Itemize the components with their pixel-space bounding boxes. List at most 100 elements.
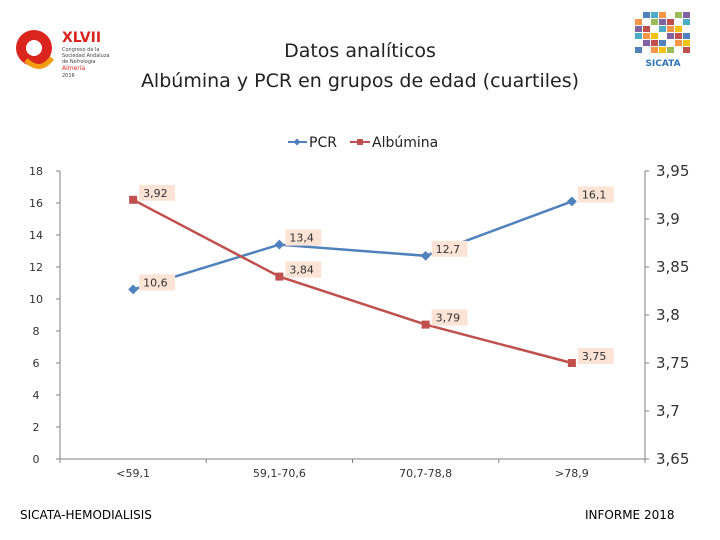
- pcr-data-label-bg: [577, 186, 614, 203]
- albumina-data-label-bg: [139, 184, 176, 201]
- left-axis-tick-label: 2: [33, 421, 40, 434]
- right-axis-tick-label: 3,65: [656, 450, 689, 468]
- congress-logo-line2: Sociedad Andaluza: [62, 53, 110, 59]
- sicata-mosaic-square: [635, 33, 642, 39]
- left-axis-tick-label: 10: [29, 293, 43, 306]
- sicata-mosaic-square: [667, 19, 674, 25]
- albumina-data-label-bg: [577, 348, 614, 364]
- sicata-mosaic-square: [643, 40, 650, 46]
- sicata-mosaic-square: [643, 12, 650, 18]
- pcr-data-label-bg: [285, 229, 322, 246]
- sicata-mosaic-square: [675, 33, 682, 39]
- sicata-mosaic-square: [683, 12, 690, 18]
- footer-left-text: SICATA-HEMODIALISIS: [20, 508, 152, 522]
- albumina-data-label: 3,79: [436, 312, 461, 325]
- sicata-logo: SICATA: [635, 12, 690, 68]
- sicata-mosaic-square: [651, 19, 658, 25]
- albumina-data-label-bg: [285, 261, 322, 278]
- legend-pcr-label: PCR: [309, 135, 337, 151]
- sicata-mosaic-square: [651, 12, 658, 18]
- chart-title-line2: Albúmina y PCR en grupos de edad (cuarti…: [140, 70, 580, 92]
- left-axis-tick-label: 18: [29, 165, 43, 178]
- pcr-data-label-bg: [139, 274, 176, 291]
- pcr-data-label: 13,4: [289, 232, 314, 245]
- sicata-mosaic-square: [643, 33, 650, 39]
- pcr-point: [566, 196, 577, 207]
- legend-pcr-marker: [293, 138, 301, 146]
- sicata-mosaic-square: [683, 33, 690, 39]
- sicata-mosaic-square: [659, 12, 666, 18]
- sicata-mosaic-square: [659, 40, 666, 46]
- congress-logo-line3: de Nefrología: [62, 58, 96, 65]
- left-axis-tick-label: 0: [33, 453, 40, 466]
- albumina-series-line: [132, 198, 573, 365]
- left-axis-tick-label: 14: [29, 229, 43, 242]
- sicata-mosaic-square: [651, 33, 658, 39]
- albumina-data-label: 3,84: [289, 264, 314, 277]
- left-axis-tick-label: 8: [33, 325, 40, 338]
- chart-data-labels: 10,6 13,4 12,7 16,1 3,92 3,84 3,79 3,75: [139, 184, 614, 364]
- albumina-point: [275, 272, 284, 281]
- sicata-mosaic-square: [675, 12, 682, 18]
- congress-logo-line1: Congreso de la: [62, 47, 99, 53]
- sicata-mosaic-square: [683, 40, 690, 46]
- footer-right-text: INFORME 2018: [585, 508, 675, 522]
- x-axis-tick-label: 70,7-78,8: [399, 467, 452, 480]
- sicata-mosaic: [635, 12, 690, 53]
- sicata-mosaic-square: [651, 47, 658, 53]
- sicata-mosaic-square: [643, 26, 650, 32]
- right-axis-tick-label: 3,95: [656, 162, 689, 180]
- albumina-data-label: 3,92: [143, 187, 168, 200]
- sicata-mosaic-square: [659, 19, 666, 25]
- left-axis-tick-label: 12: [29, 261, 43, 274]
- albumina-point: [129, 195, 138, 204]
- congress-logo-swirl: [24, 56, 54, 69]
- albumina-data-label: 3,75: [582, 350, 607, 363]
- pcr-data-label: 10,6: [143, 276, 168, 289]
- pcr-point: [128, 284, 139, 295]
- pcr-series-line: [132, 200, 573, 291]
- legend-albumina-label: Albúmina: [372, 135, 438, 151]
- pcr-point: [420, 250, 431, 261]
- sicata-mosaic-square: [675, 26, 682, 32]
- sicata-mosaic-square: [683, 19, 690, 25]
- sicata-mosaic-square: [667, 26, 674, 32]
- congress-logo-line5: 2016: [62, 73, 75, 79]
- x-axis-tick-label: 59,1-70,6: [253, 467, 306, 480]
- x-axis-tick-label: <59,1: [116, 467, 150, 480]
- sicata-mosaic-square: [667, 33, 674, 39]
- pcr-point: [274, 239, 285, 250]
- right-axis-tick-label: 3,7: [656, 402, 680, 420]
- sicata-mosaic-square: [635, 47, 642, 53]
- legend-albumina-marker: [357, 139, 363, 145]
- sicata-logo-text: SICATA: [645, 59, 680, 68]
- congress-logo-number: XLVII: [62, 30, 101, 46]
- sicata-mosaic-square: [659, 47, 666, 53]
- sicata-mosaic-square: [659, 26, 666, 32]
- pcr-data-label: 12,7: [436, 243, 461, 256]
- right-axis-tick-label: 3,85: [656, 258, 689, 276]
- sicata-mosaic-square: [635, 26, 642, 32]
- right-axis-tick-label: 3,9: [656, 210, 680, 228]
- sicata-mosaic-square: [667, 47, 674, 53]
- chart-title-line1: Datos analíticos: [284, 40, 436, 62]
- left-axis-tick-label: 6: [33, 357, 40, 370]
- congress-logo-mark-inner: [26, 40, 42, 56]
- albumina-point: [567, 359, 576, 367]
- chart-axes: 0 2 4 6 8 10 12 14 16 18 3,65 3,7 3,75 3,8 3,85 3,9 3,95…: [29, 162, 689, 480]
- pcr-data-label: 16,1: [582, 188, 607, 201]
- left-axis-tick-label: 4: [33, 389, 40, 402]
- left-axis-tick-label: 16: [29, 197, 43, 210]
- sicata-mosaic-square: [635, 19, 642, 25]
- albumina-data-label-bg: [431, 309, 468, 326]
- x-axis-tick-label: >78,9: [555, 467, 589, 480]
- albumina-point: [421, 320, 430, 329]
- sicata-mosaic-square: [651, 40, 658, 46]
- chart-legend: PCR Albúmina: [288, 135, 438, 151]
- right-axis-tick-label: 3,75: [656, 354, 689, 372]
- pcr-data-label-bg: [431, 240, 468, 257]
- sicata-mosaic-square: [683, 47, 690, 53]
- chart-series: [128, 195, 577, 367]
- right-axis-tick-label: 3,8: [656, 306, 680, 324]
